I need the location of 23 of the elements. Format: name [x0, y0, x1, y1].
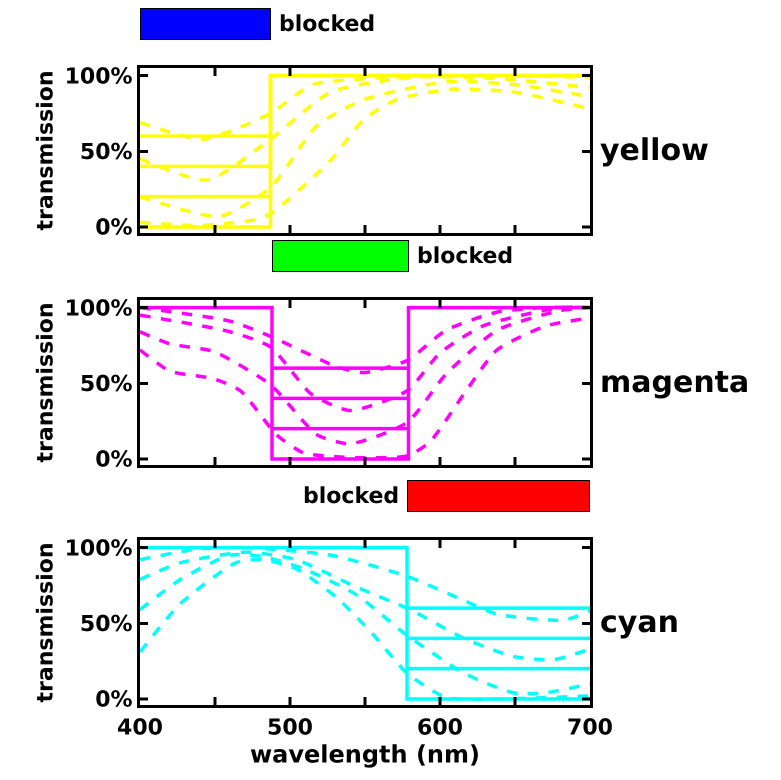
text: blocked [279, 12, 376, 37]
text: yellow [600, 133, 709, 168]
y-axis-title: transmission [33, 302, 58, 462]
y-tick-label: 100% [64, 296, 133, 322]
x-axis-title: wavelength (nm) [250, 740, 480, 768]
y-tick-label: 0% [95, 216, 133, 241]
y-tick-label: 50% [80, 612, 133, 637]
y-tick-label: 100% [64, 536, 133, 562]
x-tick-label: 400 [117, 715, 163, 740]
x-tick-label: 600 [417, 715, 463, 740]
text: cyan [600, 605, 679, 640]
x-tick-label: 500 [267, 715, 313, 740]
y-tick-label: 100% [64, 64, 133, 90]
text: magenta [600, 365, 750, 400]
y-axis-title: transmission [33, 542, 58, 702]
y-tick-label: 0% [95, 688, 133, 713]
y-tick-label: 50% [80, 372, 133, 397]
text: blocked [303, 484, 400, 509]
y-axis-title: transmission [33, 70, 58, 230]
text: blocked [417, 244, 514, 269]
y-tick-label: 0% [95, 448, 133, 473]
x-tick-label: 700 [567, 715, 613, 740]
y-tick-label: 50% [80, 140, 133, 165]
